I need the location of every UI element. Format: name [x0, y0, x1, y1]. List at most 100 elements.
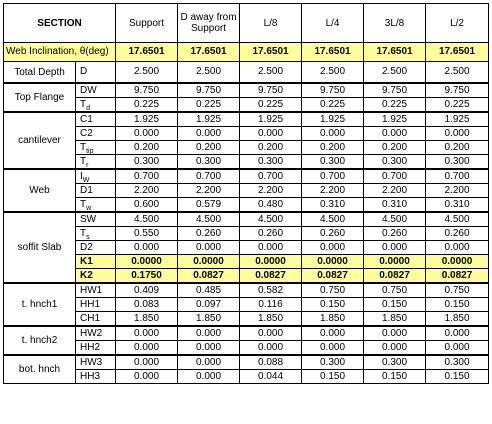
value-cell[interactable]: 0.000 — [177, 369, 241, 384]
value-cell[interactable]: 0.000 — [115, 369, 179, 384]
value-cell[interactable]: 2.500 — [425, 61, 490, 84]
value-cell[interactable]: 0.097 — [177, 297, 241, 312]
value-cell[interactable]: 9.750 — [301, 82, 365, 98]
inclination-cell[interactable]: 17.6501 — [115, 42, 179, 62]
symbol-cell[interactable]: HH1 — [74, 297, 117, 312]
col-header-l2[interactable]: L/2 — [425, 3, 490, 43]
value-cell[interactable]: 0.582 — [239, 282, 303, 298]
symbol-cell[interactable]: D — [74, 61, 117, 84]
value-cell[interactable]: 0.700 — [301, 168, 365, 184]
value-cell[interactable]: 0.480 — [239, 197, 303, 213]
group-label-soffit-slab[interactable]: soffit Slab — [3, 211, 76, 284]
value-cell[interactable]: 0.310 — [425, 197, 490, 213]
col-header-d-away[interactable]: D away from Support — [177, 3, 241, 43]
symbol-cell[interactable]: HW2 — [74, 325, 117, 341]
value-cell[interactable]: 0.600 — [115, 197, 179, 213]
value-cell[interactable]: 4.500 — [239, 211, 303, 227]
value-cell[interactable]: 0.000 — [115, 354, 179, 370]
group-label-t-hnch2[interactable]: t. hnch2 — [3, 325, 76, 356]
value-cell[interactable]: 0.0000 — [425, 254, 490, 269]
value-cell[interactable]: 0.200 — [177, 140, 241, 155]
symbol-cell[interactable]: C1 — [74, 111, 117, 127]
value-cell[interactable]: 0.310 — [301, 197, 365, 213]
value-cell[interactable]: 0.0000 — [301, 254, 365, 269]
value-cell[interactable]: 1.925 — [301, 111, 365, 127]
value-cell[interactable]: 0.000 — [115, 240, 179, 255]
value-cell[interactable]: 0.300 — [177, 154, 241, 170]
value-cell[interactable]: 2.200 — [301, 183, 365, 198]
value-cell[interactable]: 2.500 — [363, 61, 427, 84]
value-cell[interactable]: 0.150 — [363, 369, 427, 384]
symbol-cell[interactable]: Tr — [74, 154, 117, 170]
value-cell[interactable]: 0.000 — [425, 126, 490, 141]
value-cell[interactable]: 0.300 — [425, 354, 490, 370]
value-cell[interactable]: 0.300 — [115, 154, 179, 170]
value-cell[interactable]: 0.0827 — [239, 268, 303, 284]
value-cell[interactable]: 1.925 — [425, 111, 490, 127]
inclination-label[interactable]: Web Inclination, θ(deg) — [2, 42, 117, 62]
value-cell[interactable]: 2.200 — [177, 183, 241, 198]
value-cell[interactable]: 0.000 — [239, 340, 303, 356]
value-cell[interactable]: 0.750 — [301, 282, 365, 298]
symbol-cell[interactable]: SW — [74, 211, 117, 227]
value-cell[interactable]: 2.500 — [115, 61, 179, 84]
col-header-l8[interactable]: L/8 — [239, 3, 303, 43]
symbol-cell[interactable]: HH2 — [74, 340, 117, 356]
value-cell[interactable]: 0.0000 — [115, 254, 179, 269]
value-cell[interactable]: 0.000 — [177, 325, 241, 341]
value-cell[interactable]: 0.300 — [363, 154, 427, 170]
symbol-cell[interactable]: Ttip — [74, 140, 117, 155]
value-cell[interactable]: 0.300 — [363, 354, 427, 370]
value-cell[interactable]: 0.700 — [115, 168, 179, 184]
value-cell[interactable]: 1.925 — [239, 111, 303, 127]
symbol-cell[interactable]: K2 — [74, 268, 117, 284]
inclination-cell[interactable]: 17.6501 — [301, 42, 365, 62]
value-cell[interactable]: 1.925 — [363, 111, 427, 127]
value-cell[interactable]: 0.300 — [239, 154, 303, 170]
value-cell[interactable]: 0.550 — [115, 226, 179, 241]
value-cell[interactable]: 0.200 — [425, 140, 490, 155]
value-cell[interactable]: 0.300 — [425, 154, 490, 170]
value-cell[interactable]: 0.0827 — [177, 268, 241, 284]
symbol-cell[interactable]: DW — [74, 82, 117, 98]
value-cell[interactable]: 1.850 — [363, 311, 427, 327]
value-cell[interactable]: 0.150 — [301, 369, 365, 384]
symbol-cell[interactable]: D1 — [74, 183, 117, 198]
value-cell[interactable]: 0.700 — [239, 168, 303, 184]
value-cell[interactable]: 0.116 — [239, 297, 303, 312]
value-cell[interactable]: 0.000 — [363, 240, 427, 255]
value-cell[interactable]: 0.150 — [363, 297, 427, 312]
symbol-cell[interactable]: HW1 — [74, 282, 117, 298]
value-cell[interactable]: 0.000 — [177, 354, 241, 370]
value-cell[interactable]: 0.409 — [115, 282, 179, 298]
value-cell[interactable]: 0.000 — [425, 240, 490, 255]
value-cell[interactable]: 4.500 — [425, 211, 490, 227]
col-header-3l8[interactable]: 3L/8 — [363, 3, 427, 43]
value-cell[interactable]: 0.0000 — [363, 254, 427, 269]
col-header-l4[interactable]: L/4 — [301, 3, 365, 43]
value-cell[interactable]: 0.150 — [425, 297, 490, 312]
value-cell[interactable]: 2.500 — [301, 61, 365, 84]
value-cell[interactable]: 0.200 — [363, 140, 427, 155]
value-cell[interactable]: 0.000 — [177, 126, 241, 141]
symbol-cell[interactable]: K1 — [74, 254, 117, 269]
value-cell[interactable]: 9.750 — [177, 82, 241, 98]
value-cell[interactable]: 2.200 — [363, 183, 427, 198]
value-cell[interactable]: 9.750 — [239, 82, 303, 98]
value-cell[interactable]: 0.000 — [177, 240, 241, 255]
value-cell[interactable]: 0.260 — [177, 226, 241, 241]
group-label-total-depth[interactable]: Total Depth — [3, 61, 76, 84]
value-cell[interactable]: 0.225 — [301, 97, 365, 113]
value-cell[interactable]: 0.310 — [363, 197, 427, 213]
inclination-cell[interactable]: 17.6501 — [425, 42, 490, 62]
symbol-cell[interactable]: CH1 — [74, 311, 117, 327]
value-cell[interactable]: 0.0827 — [301, 268, 365, 284]
value-cell[interactable]: 4.500 — [363, 211, 427, 227]
value-cell[interactable]: 0.750 — [425, 282, 490, 298]
value-cell[interactable]: 0.000 — [301, 126, 365, 141]
value-cell[interactable]: 0.088 — [239, 354, 303, 370]
value-cell[interactable]: 0.0827 — [425, 268, 490, 284]
value-cell[interactable]: 0.225 — [425, 97, 490, 113]
value-cell[interactable]: 0.579 — [177, 197, 241, 213]
col-header-support[interactable]: Support — [115, 3, 179, 43]
